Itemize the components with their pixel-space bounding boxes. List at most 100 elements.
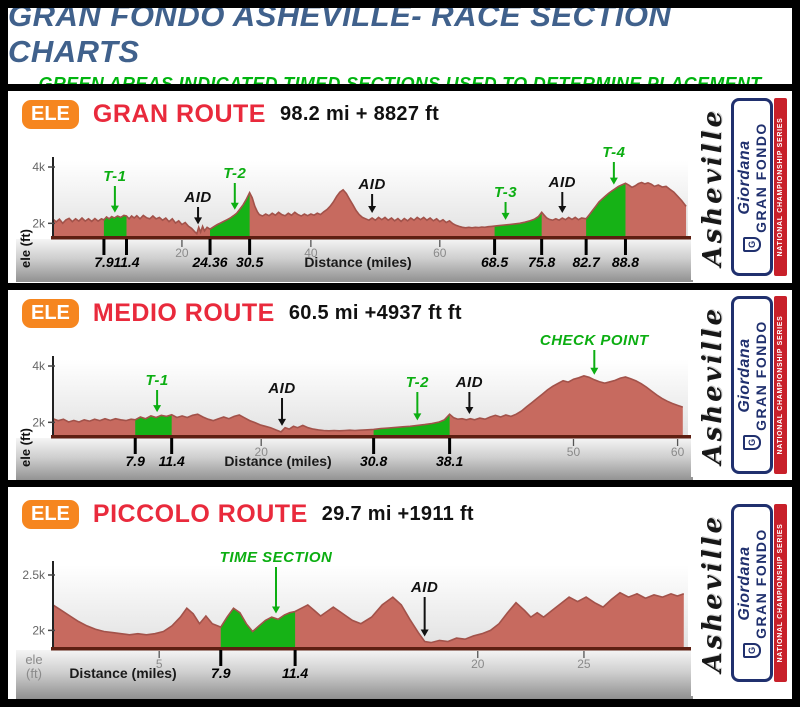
asheville-script-logo: Asheville	[698, 107, 728, 267]
section-boundary-label: 11.4	[159, 453, 185, 469]
annotation-arrowhead	[153, 405, 162, 413]
branding-column: Asheville G Giordana GRAN FONDO NATIONAL…	[691, 94, 789, 280]
granfondo-wordmark: GRAN FONDO	[752, 122, 769, 233]
axis-strip	[16, 650, 693, 699]
section-boundary-label: 88.8	[612, 254, 639, 270]
elevation-outline	[52, 181, 687, 236]
giordana-wordmark: Giordana	[735, 140, 753, 215]
annotation-label-aid: AID	[357, 176, 385, 193]
ele-badge: ELE	[22, 298, 79, 328]
x-tick-label: 60	[671, 445, 685, 459]
annotation-label-t-1: T-1	[103, 168, 126, 185]
timed-section-area	[373, 414, 450, 435]
y-axis-label: (ft)	[26, 666, 42, 681]
route-name: PICCOLO ROUTE	[92, 499, 308, 528]
section-boundary-label: 75.8	[528, 254, 555, 270]
route-name: MEDIO ROUTE	[92, 298, 275, 327]
route-stats: 98.2 mi + 8827 ft	[279, 102, 440, 125]
y-tick-label: 4k	[32, 359, 46, 373]
x-tick-label: 20	[255, 445, 269, 459]
annotation-label-check-point: CHECK POINT	[540, 332, 650, 349]
section-boundary-label: 24.36	[192, 254, 228, 270]
axis-strip	[16, 438, 693, 480]
annotation-arrowhead	[590, 367, 599, 375]
elevation-outline	[52, 591, 685, 644]
x-tick-label: 20	[175, 246, 189, 260]
x-tick-label: 25	[577, 657, 591, 671]
y-tick-label: 2k	[32, 216, 46, 230]
x-tick-label: 50	[567, 445, 581, 459]
page-title: GRAN FONDO ASHEVILLE- RACE SECTION CHART…	[8, 6, 672, 69]
y-axis-label: ele	[25, 652, 42, 667]
granfondo-wordmark: GRAN FONDO	[752, 528, 769, 639]
y-axis-label: ele (ft)	[18, 428, 33, 467]
medio-route-header: ELE MEDIO ROUTE 60.5 mi +4937 ft ft	[8, 290, 792, 328]
x-axis-label: Distance (miles)	[304, 254, 411, 270]
annotation-label-aid: AID	[267, 380, 295, 397]
annotation-arrowhead	[110, 205, 119, 213]
elevation-chart-svg-2: 2.5k 2k ele(ft) 5 20 25 7.9 11.4 Distance (miles…	[16, 549, 693, 699]
y-axis-label: ele (ft)	[18, 229, 33, 268]
annotation-arrowhead	[465, 406, 474, 414]
asheville-script-logo: Asheville	[698, 305, 728, 465]
baseline	[51, 647, 692, 651]
annotation-label-t-1: T-1	[146, 372, 169, 389]
route-stats: 29.7 mi +1911 ft	[321, 502, 474, 525]
annotation-label-aid: AID	[183, 189, 211, 206]
gran-route-panel: ELE GRAN ROUTE 98.2 mi + 8827 ft 4k 2k ele…	[6, 89, 794, 285]
annotation-label-t-3: T-3	[494, 184, 517, 201]
gran-route-chart: 4k 2k ele (ft) 20 40 60 7.9 11.4 24.36 30.5 68.5 75…	[8, 129, 792, 283]
timed-section-area	[135, 414, 172, 435]
ele-badge: ELE	[22, 499, 79, 529]
annotation-label-t-2: T-2	[406, 374, 429, 391]
gran-route-header: ELE GRAN ROUTE 98.2 mi + 8827 ft	[8, 91, 792, 129]
annotation-arrowhead	[368, 205, 377, 213]
piccolo-route-panel: ELE PICCOLO ROUTE 29.7 mi +1911 ft 2.5k 2…	[6, 485, 794, 701]
annotation-arrowhead	[420, 629, 429, 637]
annotation-label-t-4: T-4	[602, 144, 625, 161]
x-tick-label: 60	[433, 246, 447, 260]
annotation-label-aid: AID	[455, 374, 483, 391]
annotation-arrowhead	[271, 606, 280, 614]
x-tick-label: 20	[471, 657, 485, 671]
section-boundary-label: 68.5	[481, 254, 508, 270]
x-tick-label: 40	[304, 246, 318, 260]
annotation-arrowhead	[413, 413, 422, 421]
annotation-label-time-section: TIME SECTION	[220, 549, 333, 566]
baseline	[51, 236, 692, 240]
route-stats: 60.5 mi +4937 ft ft	[288, 301, 462, 324]
section-boundary-label: 30.5	[236, 254, 263, 270]
timed-section-area	[586, 183, 626, 236]
championship-series-strip: NATIONAL CHAMPIONSHIP SERIES	[774, 98, 787, 276]
championship-series-strip: NATIONAL CHAMPIONSHIP SERIES	[774, 504, 787, 682]
ele-badge: ELE	[22, 99, 79, 129]
poster-header: GRAN FONDO ASHEVILLE- RACE SECTION CHART…	[6, 6, 794, 86]
giordana-granfondo-logo: G Giordana GRAN FONDO NATIONAL CHAMPIONS…	[731, 504, 789, 682]
annotation-label-aid: AID	[410, 579, 438, 596]
championship-series-strip: NATIONAL CHAMPIONSHIP SERIES	[774, 296, 787, 474]
giordana-crest-icon: G	[743, 642, 761, 658]
annotation-arrowhead	[194, 217, 203, 225]
annotation-arrowhead	[609, 177, 618, 185]
annotation-arrowhead	[230, 202, 239, 210]
asheville-script-logo: Asheville	[698, 513, 728, 673]
annotation-label-t-2: T-2	[223, 165, 246, 182]
x-axis-label: Distance (miles)	[69, 665, 176, 681]
y-tick-label: 2.5k	[22, 568, 46, 582]
giordana-granfondo-logo: G Giordana GRAN FONDO NATIONAL CHAMPIONS…	[731, 296, 789, 474]
x-axis-label: Distance (miles)	[224, 453, 331, 469]
annotation-label-aid: AID	[548, 174, 576, 191]
route-name: GRAN ROUTE	[92, 99, 266, 128]
y-tick-label: 2k	[32, 415, 46, 429]
section-boundary-label: 11.4	[282, 665, 308, 681]
baseline	[51, 435, 692, 439]
piccolo-route-header: ELE PICCOLO ROUTE 29.7 mi +1911 ft	[8, 487, 792, 529]
section-boundary-label: 11.4	[113, 254, 139, 270]
elevation-outline	[52, 375, 684, 433]
section-boundary-label: 7.9	[126, 453, 146, 469]
giordana-granfondo-logo: G Giordana GRAN FONDO NATIONAL CHAMPIONS…	[731, 98, 789, 276]
y-tick-label: 4k	[32, 160, 46, 174]
